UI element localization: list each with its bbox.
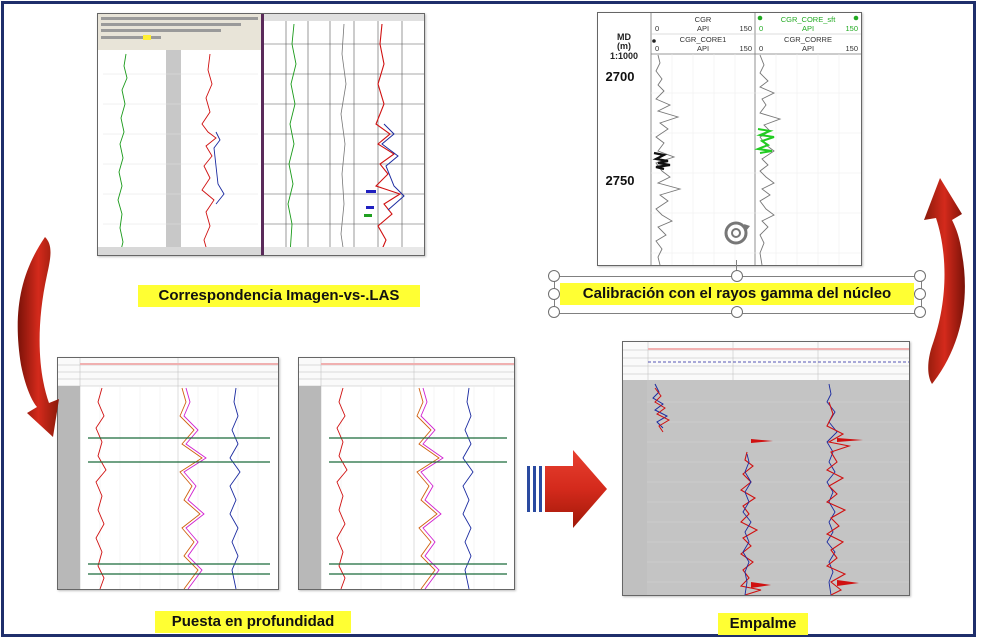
cycle-arrow-left-icon: [17, 237, 59, 437]
track1-curve-top: CGR: [695, 15, 712, 24]
track2-curve-top: CGR_CORE_sft: [781, 15, 837, 24]
resize-handle-top-left[interactable]: [548, 270, 560, 282]
resize-handle-bottom-middle[interactable]: [731, 306, 743, 318]
track1-unit-top: API: [697, 24, 709, 33]
track1-min-top: 0: [655, 24, 659, 33]
rotate-cursor-icon: [724, 221, 750, 245]
resize-handle-top-right[interactable]: [914, 270, 926, 282]
resize-handle-bottom-left[interactable]: [548, 306, 560, 318]
rotate-handle-stem: [736, 260, 737, 276]
resize-handle-bottom-right[interactable]: [914, 306, 926, 318]
depth-setting-caption: Puesta en profundidad: [155, 611, 351, 633]
splice-log-panel: [622, 341, 910, 596]
splice-log-content: [623, 342, 909, 595]
flow-arrow-right-icon: [527, 450, 607, 528]
depth-setting-log-left: [57, 357, 279, 590]
resize-handle-middle-left[interactable]: [548, 288, 560, 300]
depth-header: MD: [617, 32, 631, 42]
calibration-caption[interactable]: Calibración con el rayos gamma del núcle…: [560, 283, 914, 305]
depth-setting-log-right: [298, 357, 515, 590]
calibration-log-panel: MD (m) 1:1000 2700 2750 CGR 0 API 150 CG…: [597, 12, 862, 266]
depth-setting-left-content: [58, 358, 278, 589]
resize-handle-top-middle[interactable]: [731, 270, 743, 282]
correspondence-caption: Correspondencia Imagen-vs-.LAS: [138, 285, 420, 307]
track1-curve-bottom: CGR_CORE1: [680, 35, 727, 44]
track2-max-top: 150: [845, 24, 858, 33]
depth-tick-2750: 2750: [606, 173, 635, 188]
resize-handle-middle-right[interactable]: [914, 288, 926, 300]
depth-setting-right-content: [299, 358, 514, 589]
depth-tick-2700: 2700: [606, 69, 635, 84]
calibration-log-content: MD (m) 1:1000 2700 2750 CGR 0 API 150 CG…: [606, 13, 861, 265]
track2-unit-top: API: [802, 24, 814, 33]
track2-unit-bottom: API: [802, 44, 814, 53]
track2-curve-bottom: CGR_CORRE: [784, 35, 832, 44]
track1-max-bottom: 150: [739, 44, 752, 53]
depth-unit: (m): [617, 41, 631, 51]
cycle-arrow-right-icon: [924, 178, 965, 384]
track1-unit-bottom: API: [697, 44, 709, 53]
track2-min-bottom: 0: [759, 44, 763, 53]
track1-min-bottom: 0: [655, 44, 659, 53]
image-vs-las-content: [98, 14, 424, 255]
depth-scale: 1:1000: [610, 51, 638, 61]
track1-max-top: 150: [739, 24, 752, 33]
splice-caption: Empalme: [718, 613, 808, 635]
track2-min-top: 0: [759, 24, 763, 33]
image-vs-las-screenshot: [97, 13, 425, 256]
track2-max-bottom: 150: [845, 44, 858, 53]
